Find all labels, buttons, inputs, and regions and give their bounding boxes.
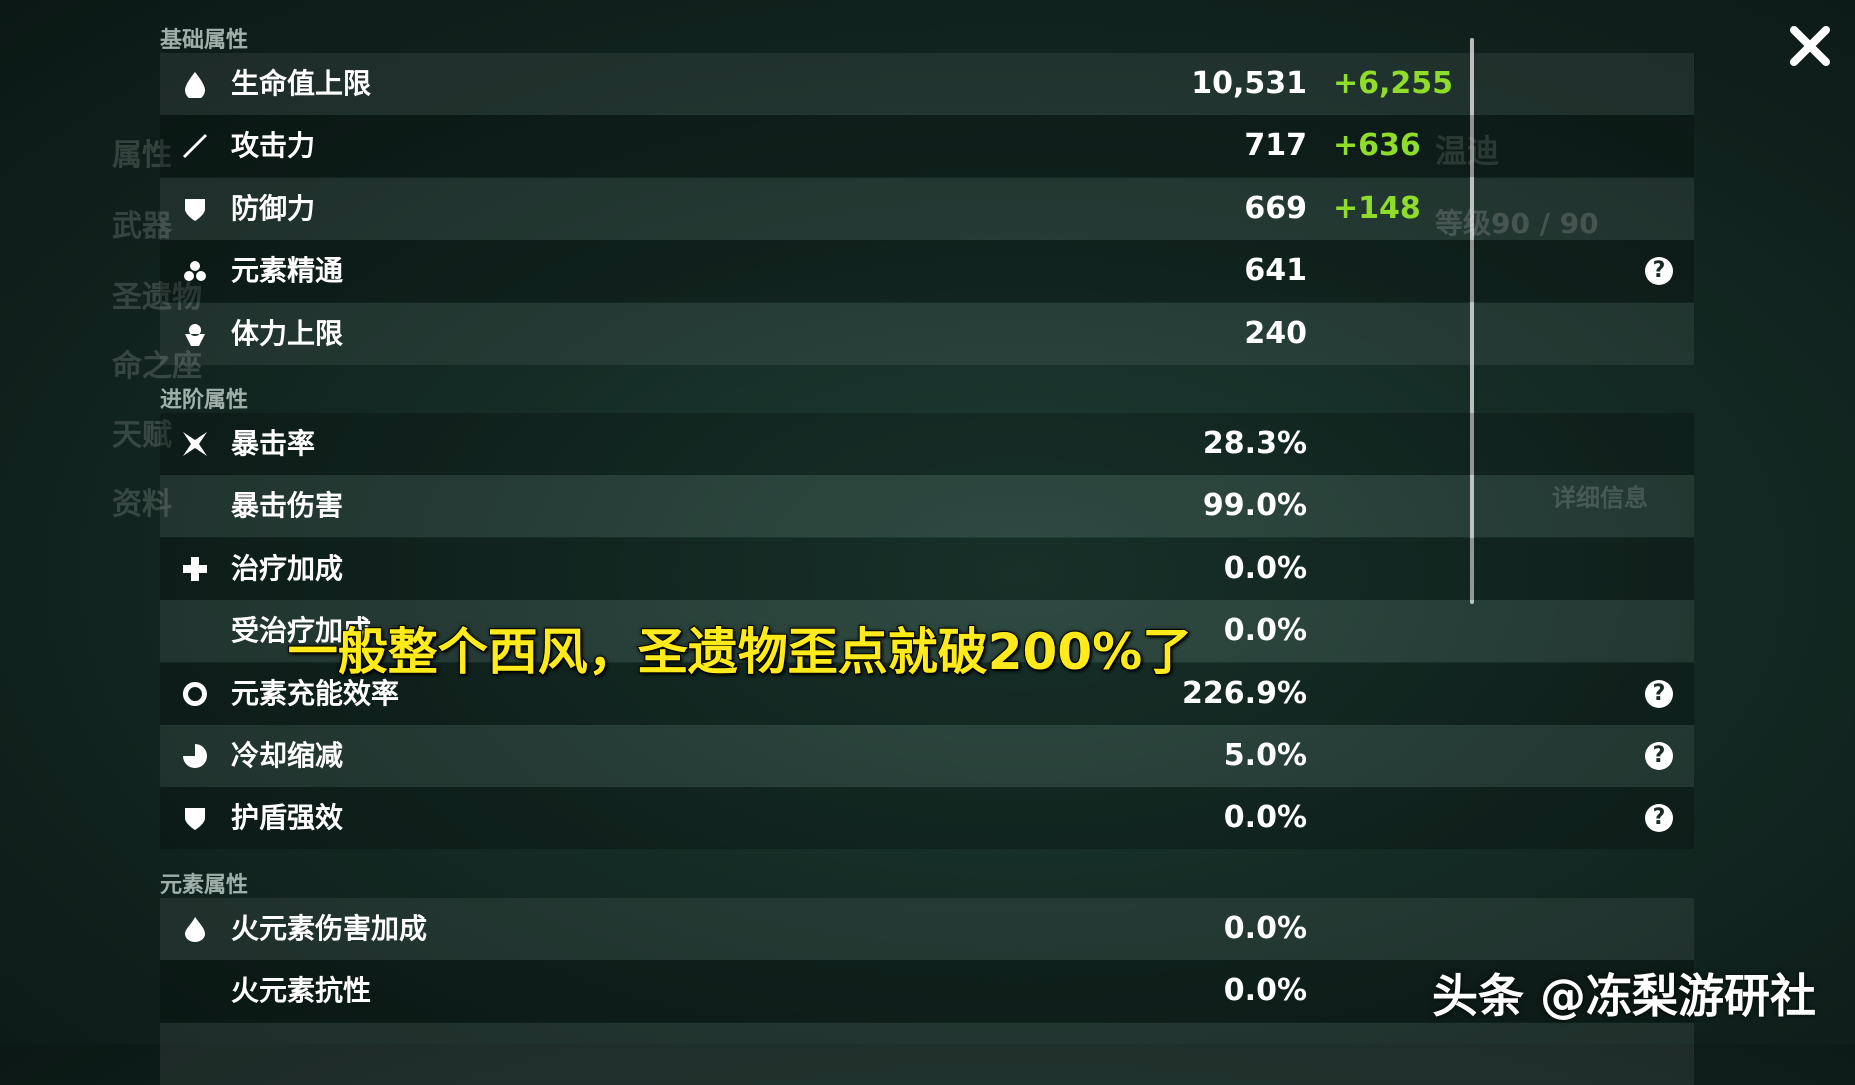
stat-label: 暴击伤害 [231, 489, 344, 523]
stat-icon [185, 808, 205, 831]
stat-value: 717 [1244, 128, 1307, 164]
icon-shape [183, 744, 207, 768]
stat-value: 28.3% [1202, 426, 1307, 461]
stat-bonus: +636 [1333, 128, 1421, 164]
stat-label: 生命值上限 [231, 67, 372, 100]
stat-value: 10,531 [1191, 66, 1307, 101]
character-level: 等级90 / 90 [1435, 207, 1599, 240]
stat-value: 240 [1244, 315, 1307, 351]
section-title: 元素属性 [160, 873, 249, 898]
stat-icon [185, 323, 205, 346]
stat-row: 受治疗加成 0.0% [160, 600, 1694, 663]
stat-label: 火元素伤害加成 [231, 912, 428, 945]
scrollbar[interactable] [1470, 38, 1474, 604]
stat-label: 元素充能效率 [231, 676, 400, 710]
icon-shape [184, 261, 206, 282]
stat-value: 0.0% [1223, 550, 1307, 586]
menu-item[interactable]: 属性 [112, 138, 172, 173]
menu-item[interactable]: 天赋 [112, 418, 172, 453]
stat-value: 641 [1244, 253, 1307, 289]
stat-label: 暴击率 [231, 427, 316, 460]
stat-value: 5.0% [1223, 738, 1307, 773]
section-title: 进阶属性 [160, 388, 249, 413]
icon-shape [185, 323, 205, 346]
stat-value: 0.0% [1223, 973, 1307, 1009]
stat-row [160, 1023, 1694, 1085]
stat-label: 治疗加成 [231, 551, 344, 585]
icon-shape [183, 134, 207, 159]
stat-icon [185, 72, 205, 98]
stat-row: 防御力 669 +148 [160, 177, 1694, 240]
help-icon[interactable]: ? [1645, 679, 1673, 708]
icon-shape [183, 432, 207, 456]
stat-icon [184, 261, 206, 282]
stat-label: 攻击力 [231, 129, 316, 163]
stat-bonus: +148 [1333, 190, 1421, 226]
character-name: 温迪 [1435, 132, 1500, 170]
menu-item[interactable]: 资料 [112, 487, 172, 522]
stat-label: 受治疗加成 [231, 614, 372, 648]
icon-shape [185, 198, 205, 221]
stat-row: 元素充能效率 226.9%? [160, 662, 1694, 725]
stat-row: 攻击力 717 +636 [160, 115, 1694, 178]
menu-item[interactable]: 圣遗物 [112, 280, 202, 315]
stat-icon [183, 744, 207, 768]
stat-row: 生命值上限 10,531 +6,255 [160, 53, 1694, 115]
stat-icon [183, 432, 207, 456]
close-button[interactable] [1788, 24, 1832, 68]
stat-row: 暴击率 28.3% [160, 413, 1694, 475]
stat-icon [183, 134, 207, 159]
stat-label: 防御力 [231, 191, 316, 225]
stat-row: 暴击伤害 99.0% [160, 475, 1694, 538]
icon-shape [185, 808, 205, 831]
stat-label: 护盾强效 [231, 801, 344, 835]
icon-shape [182, 681, 207, 706]
details-button[interactable]: 详细信息 [1552, 484, 1648, 512]
stat-value: 0.0% [1223, 911, 1307, 946]
section-title: 基础属性 [160, 28, 249, 53]
stat-row: 火元素抗性 0.0% [160, 960, 1694, 1023]
stat-icon [183, 556, 207, 581]
help-icon[interactable]: ? [1645, 257, 1673, 286]
stat-label: 元素精通 [231, 254, 344, 288]
stat-row: 体力上限 240 [160, 302, 1694, 365]
menu-item[interactable]: 命之座 [112, 349, 202, 384]
stat-value: 0.0% [1223, 613, 1307, 649]
stat-icon [185, 917, 205, 942]
stat-row: 护盾强效 0.0%? [160, 787, 1694, 850]
stat-row: 冷却缩减 5.0%? [160, 725, 1694, 787]
stat-label: 火元素抗性 [231, 974, 372, 1008]
stat-icon [182, 681, 207, 706]
stat-label: 体力上限 [231, 316, 344, 350]
stat-value: 0.0% [1223, 800, 1307, 836]
stat-label: 冷却缩减 [231, 739, 344, 772]
stat-row: 元素精通 641? [160, 240, 1694, 303]
icon-shape [185, 917, 205, 942]
stat-bonus: +6,255 [1333, 66, 1454, 101]
menu-item[interactable]: 武器 [112, 209, 172, 244]
help-icon[interactable]: ? [1645, 804, 1673, 833]
stat-value: 226.9% [1182, 675, 1307, 711]
stat-value: 669 [1244, 190, 1307, 226]
stat-value: 99.0% [1202, 488, 1307, 524]
stat-icon [185, 198, 205, 221]
stat-row: 火元素伤害加成 0.0% [160, 898, 1694, 960]
icon-shape [185, 72, 205, 98]
help-icon[interactable]: ? [1645, 742, 1673, 770]
watermark: 头条 @冻梨游研社 [1432, 969, 1817, 1023]
icon-shape [183, 556, 207, 581]
page: 一般整个西风，圣遗物歪点就破200%了 头条 @冻梨游研社 温迪 等级90 / … [0, 0, 1855, 1044]
subtitle: 一般整个西风，圣遗物歪点就破200%了 [287, 622, 1193, 682]
stat-row: 治疗加成 0.0% [160, 537, 1694, 600]
